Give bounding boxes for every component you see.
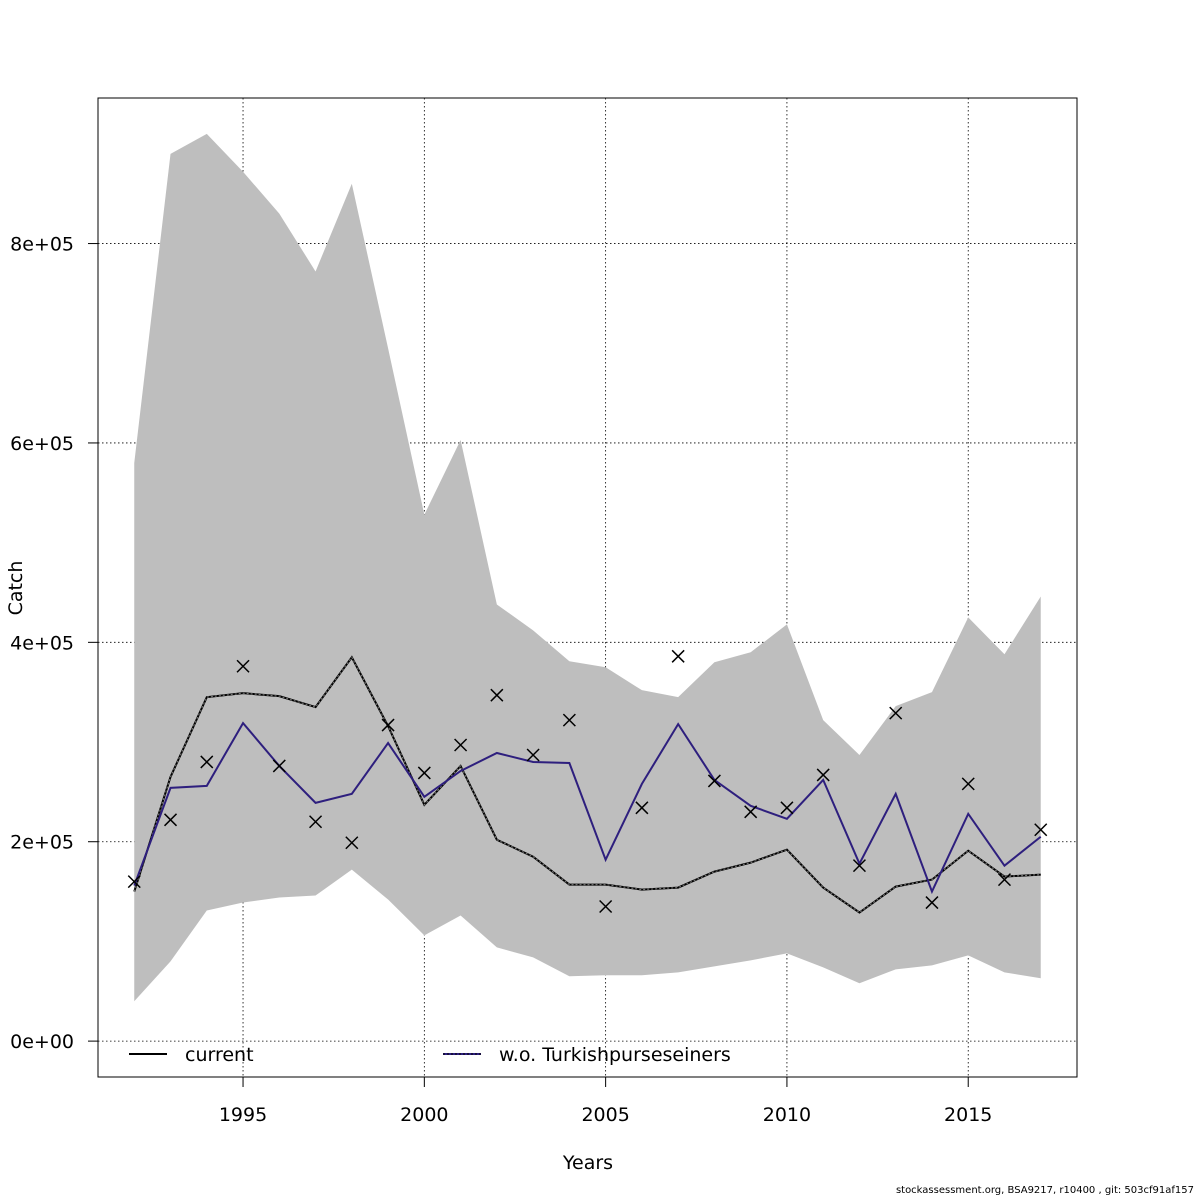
observed-point [744,805,758,819]
plot-frame [97,97,1078,1078]
observed-point [635,801,649,815]
observed-point [997,873,1012,887]
observed-point [454,738,468,752]
legend: current w.o. Turkishpurseseiners [129,1044,731,1066]
observed-point [671,649,685,663]
observed-point [417,766,431,780]
observed-point [163,813,178,827]
y-tick-label: 0e+00 [10,1031,74,1053]
observed-point [889,706,903,720]
x-tick-label: 2015 [944,1104,992,1126]
observed-point [309,815,323,829]
observed-point [562,713,576,727]
y-tick-label: 8e+05 [10,234,74,256]
legend-label-turkish: w.o. Turkishpurseseiners [499,1044,731,1066]
observed-point [345,836,359,850]
confidence-band [134,133,1041,1002]
x-axis-label: Years [562,1152,613,1174]
observed-points [127,649,1048,914]
observed-point [381,718,395,732]
observed-point [526,748,540,762]
x-tick-label: 2010 [763,1104,811,1126]
y-tick-label: 6e+05 [10,433,74,455]
observed-point [816,768,830,782]
y-axis: 0e+00 2e+05 4e+05 6e+05 8e+05 [10,234,98,1053]
x-axis: 1995 2000 2005 2010 2015 [219,1077,992,1126]
series-lines [133,655,1042,914]
observed-point [852,859,866,873]
y-tick-label: 4e+05 [10,632,74,654]
x-tick-label: 2005 [581,1104,629,1126]
footer-note: stockassessment.org, BSA9217, r10400 , g… [895,1185,1194,1196]
series-line-turkish [133,721,1042,895]
observed-point [961,777,975,791]
x-tick-label: 1995 [219,1104,267,1126]
observed-point [1034,823,1048,837]
observed-point [272,759,286,773]
observed-point [127,875,141,889]
observed-point [925,896,939,910]
observed-point [780,801,794,815]
observed-point [599,899,613,914]
series-line-current-dash [133,656,1041,914]
y-tick-label: 2e+05 [10,832,74,854]
observed-point [236,659,250,673]
observed-point [200,755,214,769]
x-tick-label: 2000 [400,1104,448,1126]
observed-point [707,774,721,788]
observed-point [490,688,504,702]
legend-label-current: current [185,1044,254,1066]
y-axis-label: Catch [5,561,27,616]
